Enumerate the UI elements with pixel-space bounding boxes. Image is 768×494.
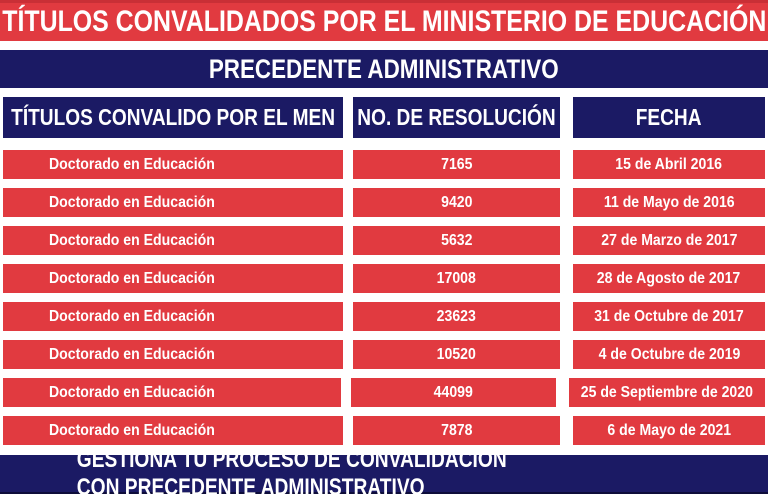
cell-resolucion-text: 23623 <box>436 307 477 325</box>
column-header-resolucion-label: NO. DE RESOLUCIÓN <box>357 104 556 130</box>
cell-titulo: Doctorado en Educación <box>3 416 343 445</box>
cell-fecha: 4 de Octubre de 2019 <box>573 340 765 369</box>
table-header-row: TÍTULOS CONVALIDO POR EL MEN NO. DE RESO… <box>0 97 768 138</box>
cell-titulo-text: Doctorado en Educación <box>49 269 215 287</box>
cell-resolucion: 17008 <box>353 264 560 293</box>
cell-titulo: Doctorado en Educación <box>3 150 343 179</box>
title-banner: TÍTULOS CONVALIDADOS POR EL MINISTERIO D… <box>0 0 768 41</box>
cell-fecha: 28 de Agosto de 2017 <box>573 264 765 293</box>
cell-titulo-text: Doctorado en Educación <box>49 421 215 439</box>
column-header-titulos: TÍTULOS CONVALIDO POR EL MEN <box>3 97 343 138</box>
footer-text: GESTIONA TU PROCESO DE CONVALIDACIÓN CON… <box>77 446 691 494</box>
footer-prefix: GESTIONA TU PROCESO DE CONVALIDACIÓN CON <box>76 445 507 494</box>
cell-fecha: 6 de Mayo de 2021 <box>573 416 765 445</box>
cell-fecha-text: 27 de Marzo de 2017 <box>600 231 738 249</box>
table-row: Doctorado en Educación 44099 25 de Septi… <box>0 378 768 407</box>
cell-fecha: 27 de Marzo de 2017 <box>573 226 765 255</box>
table-row: Doctorado en Educación 17008 28 de Agost… <box>0 264 768 293</box>
cell-resolucion-text: 7878 <box>440 421 473 439</box>
cell-titulo: Doctorado en Educación <box>3 340 343 369</box>
column-header-titulos-label: TÍTULOS CONVALIDO POR EL MEN <box>11 104 335 130</box>
cell-resolucion: 5632 <box>353 226 560 255</box>
table-row: Doctorado en Educación 23623 31 de Octub… <box>0 302 768 331</box>
cell-fecha-text: 15 de Abril 2016 <box>615 155 723 173</box>
cell-resolucion: 7165 <box>353 150 560 179</box>
cell-resolucion: 7878 <box>353 416 560 445</box>
cell-resolucion: 44099 <box>350 378 557 407</box>
cell-resolucion-text: 7165 <box>440 155 473 173</box>
cell-fecha: 25 de Septiembre de 2020 <box>569 378 765 407</box>
table-row: Doctorado en Educación 5632 27 de Marzo … <box>0 226 768 255</box>
table-row: Doctorado en Educación 9420 11 de Mayo d… <box>0 188 768 217</box>
cell-fecha-text: 4 de Octubre de 2019 <box>598 345 740 363</box>
cell-titulo-text: Doctorado en Educación <box>49 383 215 401</box>
cell-fecha: 11 de Mayo de 2016 <box>573 188 765 217</box>
cell-titulo: Doctorado en Educación <box>3 188 343 217</box>
page-title: TÍTULOS CONVALIDADOS POR EL MINISTERIO D… <box>1 5 767 38</box>
cell-titulo-text: Doctorado en Educación <box>49 193 215 211</box>
cell-fecha-text: 28 de Agosto de 2017 <box>597 269 741 287</box>
table-row: Doctorado en Educación 7878 6 de Mayo de… <box>0 416 768 445</box>
cell-titulo: Doctorado en Educación <box>3 378 341 407</box>
cell-fecha-text: 11 de Mayo de 2016 <box>603 193 735 211</box>
cell-resolucion-text: 17008 <box>436 269 477 287</box>
cell-fecha-text: 6 de Mayo de 2021 <box>607 421 731 439</box>
cell-titulo-text: Doctorado en Educación <box>49 307 215 325</box>
footer-bar: GESTIONA TU PROCESO DE CONVALIDACIÓN CON… <box>0 446 768 494</box>
subtitle-bar: PRECEDENTE ADMINISTRATIVO <box>0 50 768 88</box>
cell-titulo: Doctorado en Educación <box>3 226 343 255</box>
cell-resolucion-text: 9420 <box>440 193 473 211</box>
table-row: Doctorado en Educación 7165 15 de Abril … <box>0 150 768 179</box>
column-header-fecha: FECHA <box>573 97 765 138</box>
cell-resolucion-text: 44099 <box>434 383 474 401</box>
cell-fecha-text: 31 de Octubre de 2017 <box>594 307 744 325</box>
footer-brand: PRECEDENTE ADMINISTRATIVO <box>124 473 425 494</box>
cell-resolucion: 23623 <box>353 302 560 331</box>
cell-resolucion-text: 10520 <box>436 345 477 363</box>
cell-fecha-text: 25 de Septiembre de 2020 <box>581 383 754 401</box>
cell-resolucion: 9420 <box>353 188 560 217</box>
cell-fecha: 31 de Octubre de 2017 <box>573 302 765 331</box>
column-header-resolucion: NO. DE RESOLUCIÓN <box>353 97 560 138</box>
cell-resolucion: 10520 <box>353 340 560 369</box>
table-row: Doctorado en Educación 10520 4 de Octubr… <box>0 340 768 369</box>
column-header-fecha-label: FECHA <box>636 104 702 130</box>
cell-titulo-text: Doctorado en Educación <box>49 231 215 249</box>
validated-degrees-table: TÍTULOS CONVALIDO POR EL MEN NO. DE RESO… <box>0 97 768 445</box>
table-body: Doctorado en Educación 7165 15 de Abril … <box>0 150 768 445</box>
cell-titulo: Doctorado en Educación <box>3 302 343 331</box>
cell-resolucion-text: 5632 <box>440 231 473 249</box>
cell-titulo: Doctorado en Educación <box>3 264 343 293</box>
subtitle: PRECEDENTE ADMINISTRATIVO <box>209 53 559 84</box>
cell-titulo-text: Doctorado en Educación <box>49 345 215 363</box>
cell-titulo-text: Doctorado en Educación <box>49 155 215 173</box>
cell-fecha: 15 de Abril 2016 <box>573 150 765 179</box>
